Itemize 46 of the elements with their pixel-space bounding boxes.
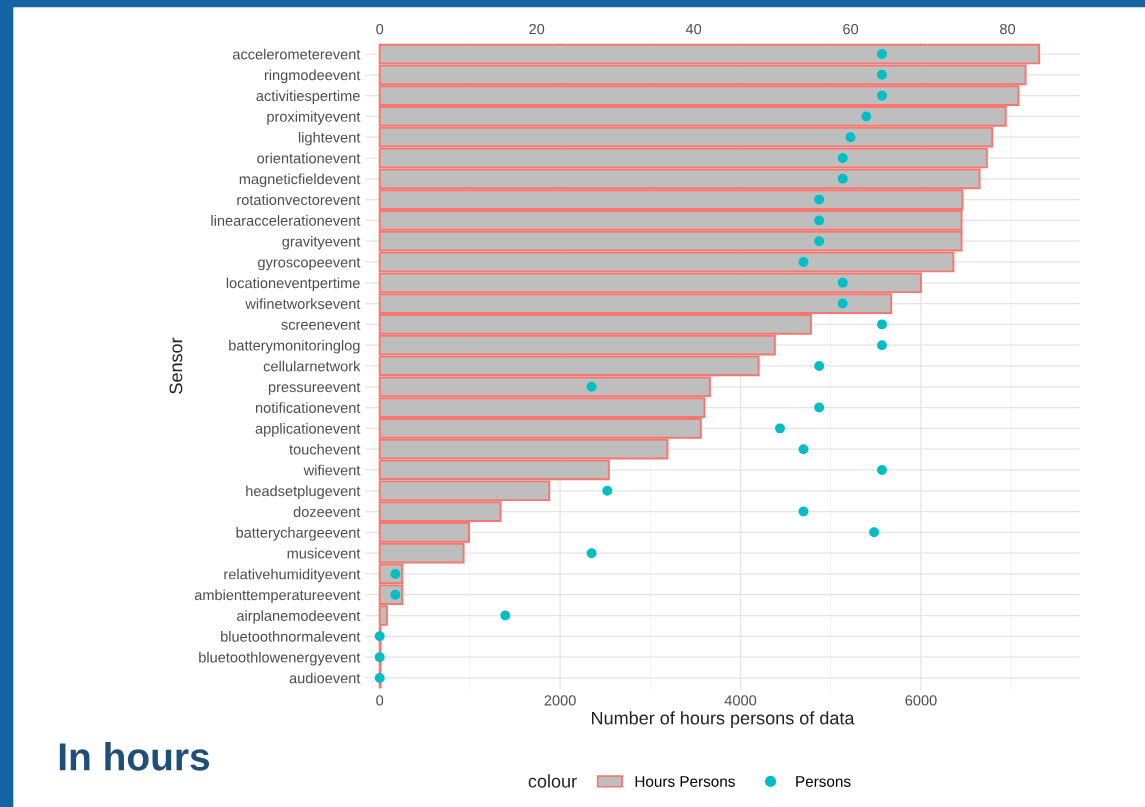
y-tick-label: accelerometerevent <box>232 48 361 60</box>
y-tick-label: cellularnetwork <box>263 360 361 372</box>
y-tick-label: audioevent <box>289 672 361 684</box>
y-tick-label: locationeventpertime <box>226 277 360 292</box>
y-tick-label: touchevent <box>289 443 361 455</box>
y-tick-label: wifinetworksevent <box>245 298 361 310</box>
x2-tick-label: 20 <box>529 23 545 35</box>
y-tick-label: dozeevent <box>293 506 361 517</box>
y-tick-label: batterymonitoringlog <box>229 339 360 354</box>
x-tick-label: 4000 <box>724 695 757 706</box>
x2-tick-label: 80 <box>1000 23 1016 35</box>
y-tick-label: orientationevent <box>257 152 361 164</box>
y-tick-label: headsetplugevent <box>246 485 361 500</box>
text: In hours <box>59 742 210 771</box>
y-tick-label: musicevent <box>287 547 361 559</box>
x2-tick-label: 40 <box>685 23 702 35</box>
y-tick-label: lightevent <box>298 131 361 146</box>
legend-title: colour <box>528 774 577 788</box>
y-tick-label: activitiespertime <box>256 90 360 104</box>
y-tick-label: screenevent <box>281 320 361 330</box>
legend-label: Persons <box>796 776 851 787</box>
legend-label: Hours Persons <box>635 776 735 787</box>
y-tick-label: wifievent <box>303 464 361 476</box>
y-tick-label: bluetoothlowenergyevent <box>199 651 361 666</box>
x-axis-title: Number of hours persons of data <box>592 711 855 729</box>
y-tick-label: relativehumidityevent <box>224 568 361 583</box>
y-tick-label: notificationevent <box>255 402 361 413</box>
y-tick-label: bluetoothnormalevent <box>221 631 361 642</box>
x-tick-label: 2000 <box>544 695 576 706</box>
x-tick-label: 0 <box>376 695 384 706</box>
y-tick-label: batterychargeevent <box>236 527 361 541</box>
y-tick-label: gyroscopeevent <box>258 257 361 271</box>
y-tick-label: linearaccelerationevent <box>211 215 361 226</box>
y-tick-label: proximityevent <box>267 111 361 125</box>
y-tick-label: magneticfieldevent <box>239 173 361 188</box>
y-tick-label: applicationevent <box>255 423 361 437</box>
y-axis-title: Sensor <box>169 337 183 394</box>
y-tick-label: ringmodeevent <box>264 69 361 84</box>
y-tick-label: gravityevent <box>282 235 361 250</box>
x2-tick-label: 60 <box>843 23 859 35</box>
x2-tick-label: 0 <box>376 23 384 35</box>
y-tick-label: rotationvectorevent <box>237 194 361 206</box>
y-tick-label: pressureevent <box>268 382 361 396</box>
y-tick-label: airplanemodeevent <box>236 610 361 624</box>
x-tick-label: 6000 <box>905 695 937 706</box>
y-tick-label: ambienttemperatureevent <box>194 589 361 604</box>
